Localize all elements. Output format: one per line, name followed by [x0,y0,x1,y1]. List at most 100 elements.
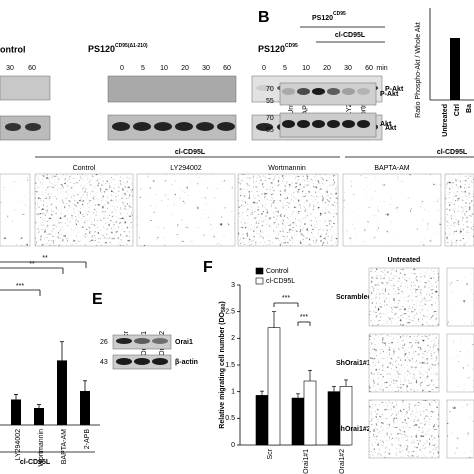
x-tick-label: Ctrl [454,104,461,116]
row-label: ShOrai1#1 [336,360,371,367]
micrograph [0,174,30,246]
time-label: 20 [181,65,189,72]
legend-label: Control [266,268,289,275]
y-tick-label: 0.5 [225,415,235,422]
micrograph [238,174,338,246]
band [256,123,273,131]
band [134,358,150,365]
panel-title: PS120CD95 [312,11,346,22]
band [297,120,310,128]
y-axis-label: Ratio Phospho-Akt / Whole Akt [415,22,422,118]
band [112,122,130,131]
band [116,338,132,344]
mw-marker: 55 [266,98,274,105]
micrograph [447,334,474,392]
significance: *** [300,314,308,321]
band [152,338,168,344]
band [175,122,193,131]
band [327,120,340,128]
panel-title: PS120CD95(Δ1-210) [88,43,148,54]
mw-marker: 43 [100,359,108,366]
bar [339,386,353,446]
time-label: 30 [6,65,14,72]
significance: *** [282,295,290,302]
band [282,120,295,128]
panel-title-base: PS120 [88,44,115,54]
band [357,88,370,95]
band [154,122,172,131]
bar [291,397,305,446]
micrograph [447,268,474,326]
y-axis-label-main: Relative migrating cell number (DO [219,311,226,428]
unit-label: min [376,65,387,72]
mw-marker: 26 [100,339,108,346]
y-tick-label: 2 [231,335,235,342]
image-label: BAPTA-AM [374,165,409,172]
time-label: 0 [120,65,124,72]
x-tick-label: Untreated [442,104,449,137]
band [256,85,273,91]
bar [80,391,90,425]
time-label: 30 [344,65,352,72]
band-label: Akt [380,121,392,128]
y-tick-label: 2.5 [225,309,235,316]
panel-title: ontrol [0,44,26,54]
band [217,122,235,131]
y-axis-label-end: ) [219,301,226,303]
x-tick-label: Ba [466,104,473,113]
micrograph [447,400,474,458]
significance: ** [29,261,35,268]
panel-letter: E [92,291,103,308]
band [5,123,21,131]
y-tick-label: 3 [231,282,235,289]
bar [450,38,460,100]
time-label: 5 [141,65,145,72]
time-label: 5 [283,65,287,72]
group-label: cl-CD95L [335,32,366,39]
y-axis-label-sub: 560 [221,303,227,312]
panel-title-sup: CD95 [333,11,346,17]
image-label: Control [73,165,96,172]
significance: ** [42,255,48,262]
panel-letter: B [258,9,270,26]
y-tick-label: 0 [231,442,235,449]
bar [267,327,281,446]
panel-title-base: PS120 [312,15,333,22]
significance: *** [16,283,24,290]
y-tick-label: 1.5 [225,362,235,369]
micrograph [369,268,439,326]
bar [327,391,341,446]
time-label: 0 [262,65,266,72]
x-tick-label: LY294002 [15,429,22,461]
band-label: Orai1 [175,339,193,346]
x-tick-label: Wortmannin [38,429,45,467]
time-label: 10 [302,65,310,72]
time-label: 60 [223,65,231,72]
micrograph [35,174,133,246]
bar [11,399,21,425]
bar [34,408,44,425]
band [134,338,150,344]
band [196,122,214,131]
blot [0,75,51,101]
band [152,358,168,365]
bar [303,380,317,446]
row-label: ShOrai1#2 [336,426,371,433]
group-label: cl-CD95L [20,459,51,466]
band-label: P-Akt [380,91,399,98]
group-label: cl-CD95L [437,149,468,156]
images-title: Untreated [388,257,421,264]
legend-label: cl-CD95L [266,278,295,285]
band [116,358,132,365]
x-tick-label: ShOrai1#2 [339,449,346,474]
time-label: 30 [202,65,210,72]
band-label: Akt [385,125,397,132]
group-label: cl-CD95L [175,149,206,156]
row-label: Scrambled [336,294,372,301]
band [312,88,325,95]
panel-letter: F [203,259,213,276]
micrograph [343,174,441,246]
